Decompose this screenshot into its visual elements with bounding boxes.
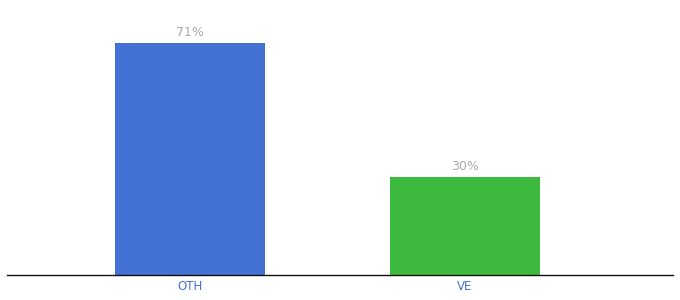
Text: 30%: 30%: [451, 160, 479, 173]
Bar: [390, 177, 540, 274]
Text: 71%: 71%: [176, 26, 204, 39]
Bar: [115, 43, 265, 274]
